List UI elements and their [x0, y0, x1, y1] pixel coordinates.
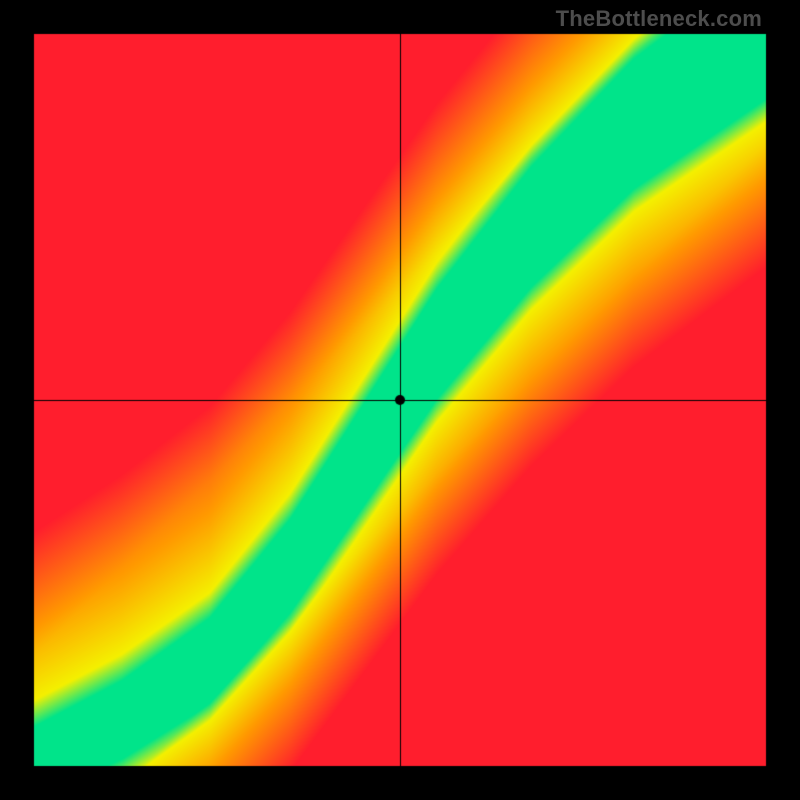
bottleneck-heatmap: [0, 0, 800, 800]
watermark-text: TheBottleneck.com: [556, 6, 762, 32]
chart-container: { "watermark": { "text": "TheBottleneck.…: [0, 0, 800, 800]
